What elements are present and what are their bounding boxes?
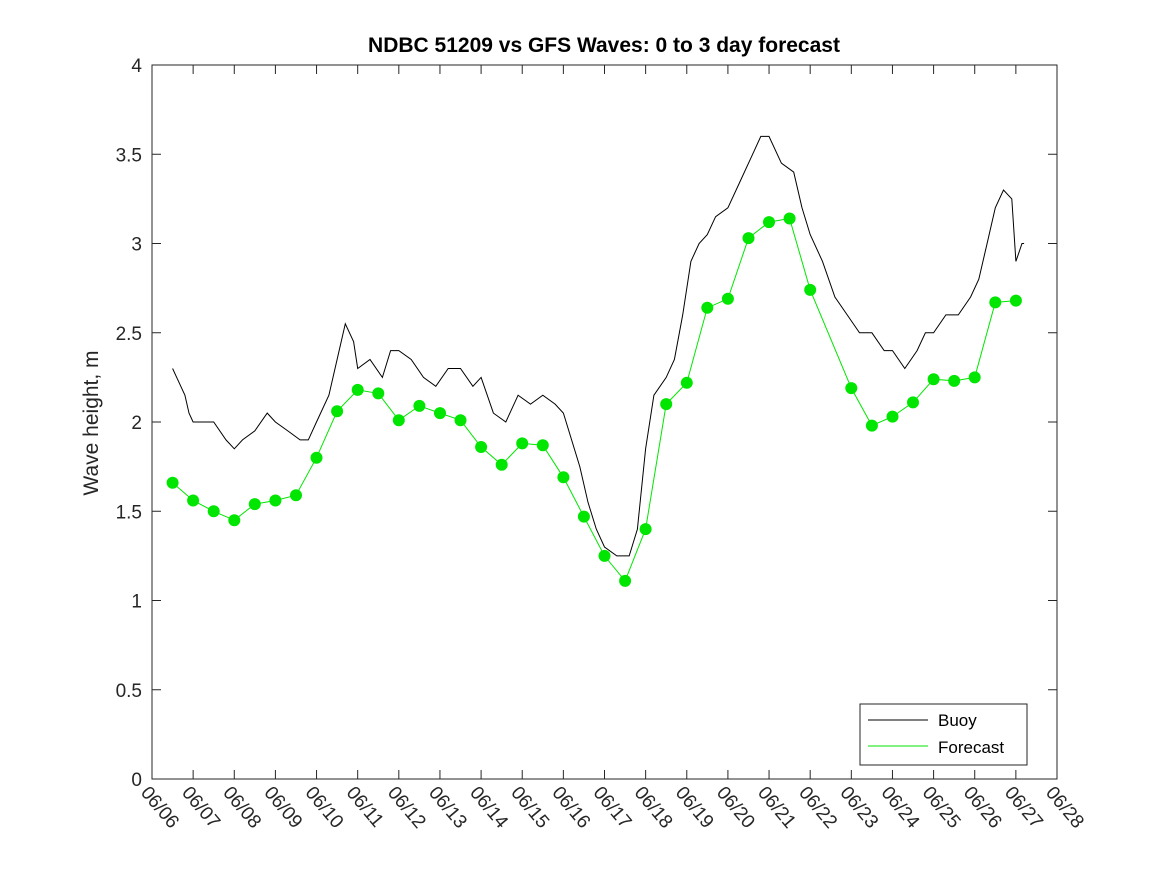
x-tick-label: 06/07	[177, 783, 224, 833]
y-tick-label: 3	[131, 235, 142, 256]
x-tick-label: 06/18	[630, 783, 677, 833]
forecast-point	[351, 383, 364, 396]
forecast-point	[721, 292, 734, 305]
y-tick-label: 0	[131, 770, 142, 791]
forecast-point	[248, 498, 261, 511]
legend-label-buoy: Buoy	[938, 711, 977, 730]
x-tick-label: 06/26	[959, 783, 1006, 833]
x-tick-label: 06/25	[918, 783, 965, 833]
forecast-point	[701, 301, 714, 314]
forecast-point	[372, 387, 385, 400]
forecast-point	[598, 549, 611, 562]
forecast-point	[475, 441, 488, 453]
y-axis-label: Wave height, m	[80, 350, 103, 495]
forecast-point	[804, 283, 817, 296]
x-tick-label: 06/22	[794, 783, 841, 833]
forecast-point	[557, 471, 570, 484]
legend: Buoy Forecast	[859, 703, 1028, 766]
x-tick-label: 06/21	[753, 783, 800, 833]
y-tick-label: 2.5	[116, 324, 142, 345]
x-tick-label: 06/23	[835, 783, 882, 833]
forecast-point	[495, 458, 508, 471]
forecast-point	[989, 296, 1002, 309]
forecast-point	[968, 371, 981, 384]
forecast-point	[331, 405, 344, 418]
legend-label-forecast: Forecast	[938, 738, 1004, 757]
forecast-point	[516, 437, 529, 450]
x-tick-label: 06/17	[589, 783, 636, 833]
plot-area	[151, 64, 1058, 780]
x-tick-label: 06/08	[218, 783, 265, 833]
y-tick-label: 1.5	[116, 502, 142, 523]
forecast-point	[783, 212, 796, 225]
x-tick-label: 06/14	[465, 783, 512, 833]
forecast-point	[187, 494, 200, 507]
x-tick-label: 06/11	[342, 783, 388, 832]
forecast-point	[680, 376, 693, 389]
y-tick-label: 2	[131, 413, 142, 434]
forecast-point	[166, 476, 179, 489]
x-tick-label: 06/15	[506, 783, 553, 833]
buoy-line	[172, 135, 1025, 557]
forecast-point	[763, 216, 775, 229]
forecast-point	[454, 414, 467, 427]
forecast-point	[927, 373, 940, 386]
forecast-point	[310, 451, 323, 464]
y-tick-label: 4	[131, 56, 142, 77]
x-tick-label: 06/13	[424, 783, 471, 833]
forecast-point	[907, 396, 919, 409]
chart-title: NDBC 51209 vs GFS Waves: 0 to 3 day fore…	[368, 34, 840, 57]
forecast-point	[536, 439, 549, 452]
legend-box	[859, 703, 1028, 766]
x-tick-label: 06/27	[1000, 783, 1047, 833]
x-tick-label: 06/20	[712, 783, 759, 833]
forecast-point	[948, 374, 961, 387]
y-tick-label: 1	[131, 592, 142, 613]
forecast-point	[619, 574, 632, 587]
forecast-point	[207, 505, 220, 518]
forecast-point	[886, 410, 899, 423]
forecast-point	[290, 489, 302, 502]
forecast-point	[228, 514, 241, 527]
forecast-point	[865, 419, 878, 432]
x-tick-label: 06/06	[136, 783, 183, 833]
forecast-point	[660, 398, 673, 411]
forecast-point	[742, 232, 755, 245]
forecast-point	[1009, 294, 1022, 307]
x-tick-label: 06/16	[548, 783, 595, 833]
x-tick-label: 06/12	[383, 783, 430, 833]
x-tick-label: 06/24	[877, 783, 924, 833]
forecast-point	[434, 407, 446, 420]
forecast-point	[639, 523, 652, 536]
x-tick-label: 06/09	[260, 783, 307, 833]
y-tick-label: 0.5	[116, 681, 142, 702]
x-tick-label: 06/28	[1041, 783, 1088, 833]
series-layer	[166, 135, 1025, 587]
x-tick-label: 06/19	[671, 783, 718, 833]
y-tick-label: 3.5	[116, 145, 142, 166]
forecast-point	[845, 382, 858, 395]
forecast-point	[577, 510, 590, 523]
forecast-point	[269, 494, 282, 507]
forecast-point	[392, 414, 405, 427]
forecast-point	[413, 399, 426, 412]
x-tick-label: 06/10	[301, 783, 348, 833]
